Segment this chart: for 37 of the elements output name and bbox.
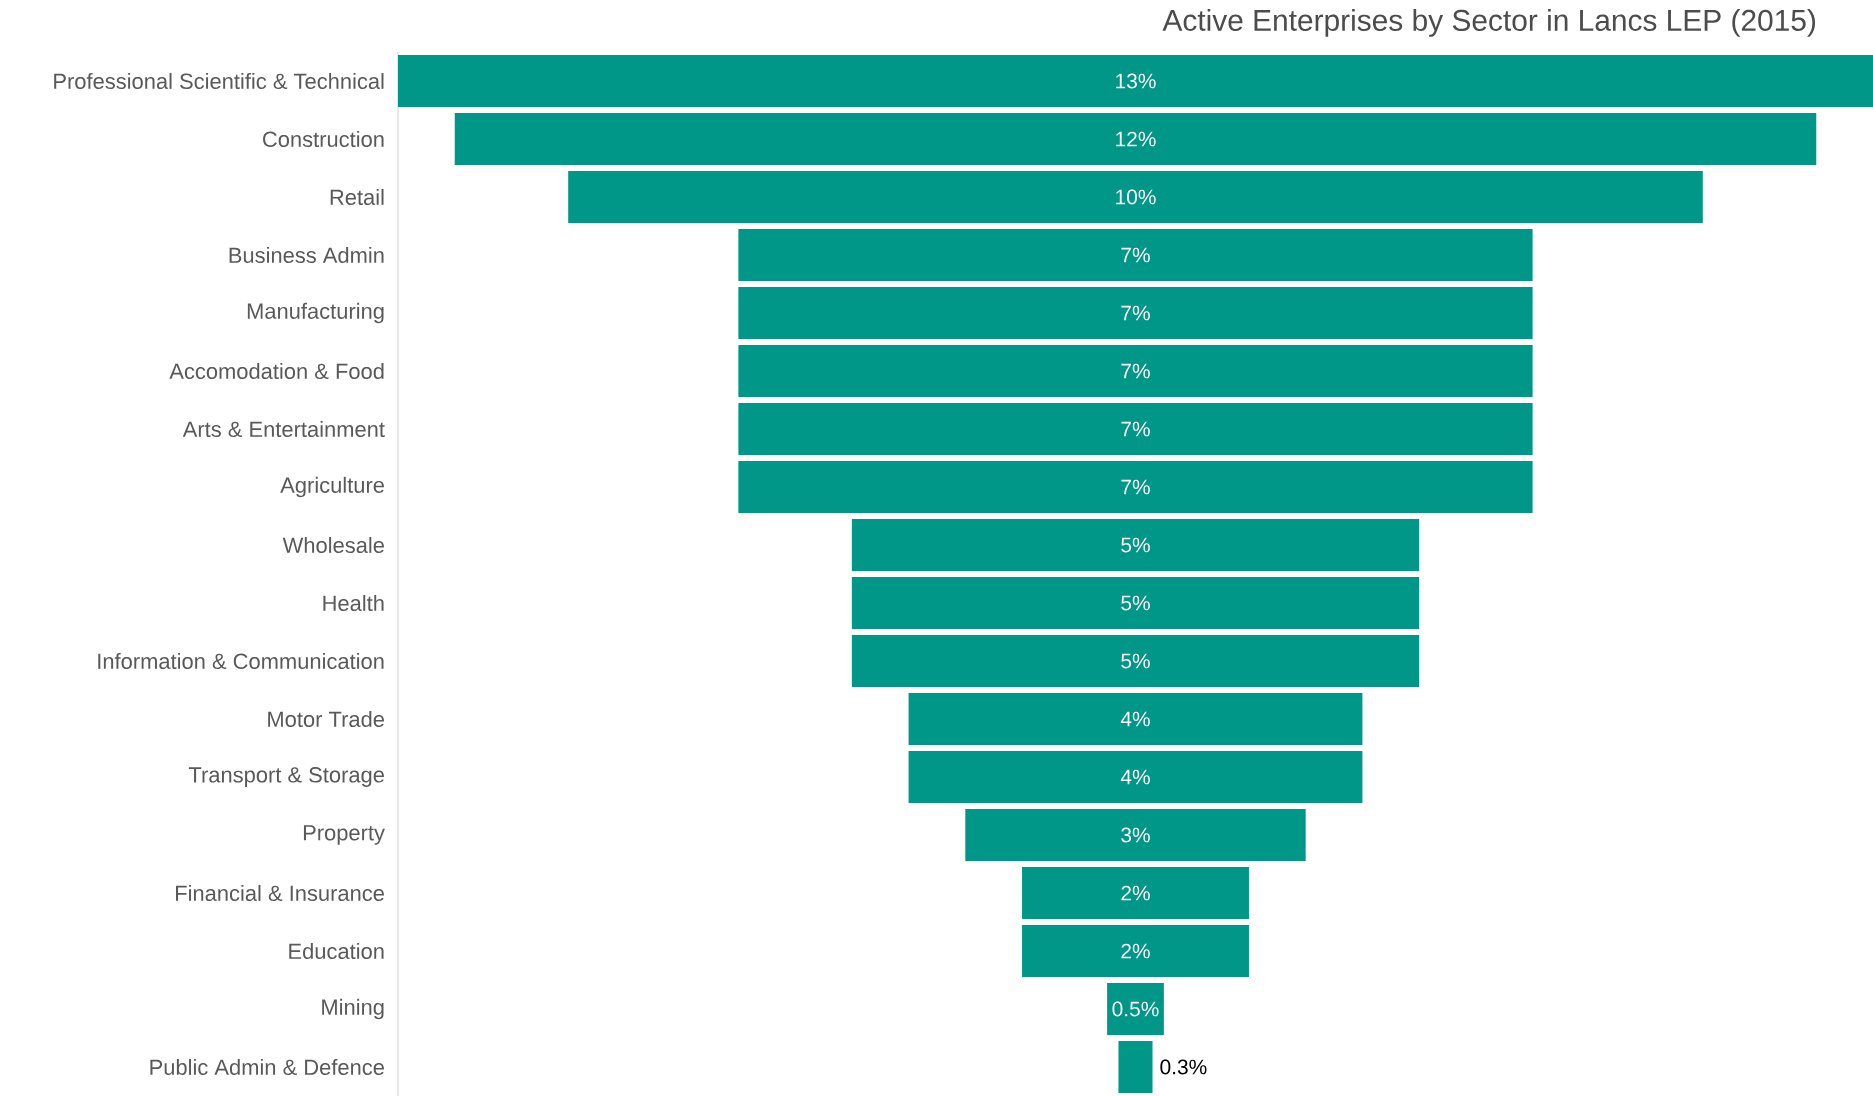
data-label: 5% <box>1121 653 1150 669</box>
data-label: 13% <box>1116 73 1156 89</box>
data-label: 12% <box>1116 131 1156 147</box>
category-label: Retail <box>330 188 384 205</box>
category-label: Education <box>289 942 384 959</box>
category-label: Manufacturing <box>247 302 384 324</box>
category-label: Property <box>303 825 385 845</box>
data-label: 7% <box>1121 479 1150 495</box>
category-label: Financial & Insurance <box>176 884 384 901</box>
data-label: 0.3% <box>1160 1059 1207 1075</box>
data-label: 7% <box>1121 247 1150 263</box>
data-label: 4% <box>1120 711 1150 727</box>
category-label: Arts & Entertainment <box>182 420 385 437</box>
data-label: 3% <box>1121 827 1150 843</box>
category-label: Business Admin <box>229 246 384 263</box>
category-label: Health <box>323 594 384 611</box>
category-label: Motor Trade <box>268 710 384 727</box>
data-label: 0.5% <box>1112 1001 1159 1017</box>
data-label: 4% <box>1120 769 1150 785</box>
category-label: Public Admin & Defence <box>150 1058 384 1075</box>
data-label: 10% <box>1116 189 1156 205</box>
category-label: Accomodation & Food <box>169 362 384 379</box>
data-label: 5% <box>1121 595 1150 611</box>
category-label: Information & Communication <box>98 652 384 669</box>
data-label: 2% <box>1121 943 1150 959</box>
category-label: Professional Scientific & Technical <box>54 72 384 89</box>
data-label: 7% <box>1121 421 1150 437</box>
category-label: Agriculture <box>280 476 384 498</box>
data-label: 5% <box>1121 537 1150 553</box>
data-label: 7% <box>1121 305 1150 321</box>
category-label: Transport & Storage <box>188 766 384 787</box>
text: Active Enterprises by Sector in Lancs LEP (2015) <box>1162 8 1816 37</box>
data-label: 2% <box>1121 885 1150 901</box>
category-label: Wholesale <box>282 536 384 553</box>
data-label: 7% <box>1121 363 1150 379</box>
category-label: Mining <box>322 998 384 1020</box>
category-label: Construction <box>263 130 384 147</box>
